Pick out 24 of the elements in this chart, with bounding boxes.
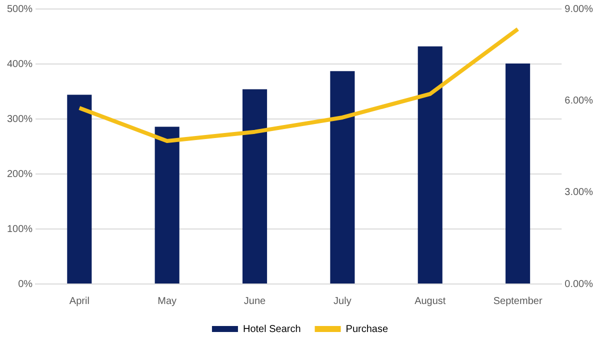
- y2-tick-label: 9.00%: [564, 4, 594, 15]
- y2-tick-label: 3.00%: [564, 187, 594, 198]
- y2-tick-label: 6.00%: [564, 95, 594, 106]
- y2-tick-label: 0.00%: [564, 278, 594, 290]
- x-tick-label: September: [493, 296, 543, 307]
- x-tick-label: May: [158, 296, 177, 307]
- y-tick-label: 0%: [18, 278, 33, 290]
- x-tick-label: July: [334, 296, 352, 307]
- bar: [418, 46, 442, 284]
- legend-label: Purchase: [346, 324, 388, 335]
- y-tick-label: 400%: [7, 58, 33, 70]
- y-tick-label: 200%: [7, 168, 33, 180]
- x-tick-label: June: [244, 296, 266, 307]
- bar: [506, 63, 530, 284]
- bar: [242, 89, 268, 284]
- y-tick-label: 100%: [7, 224, 33, 235]
- x-tick-label: April: [69, 296, 90, 307]
- bar: [67, 94, 92, 284]
- x-tick-label: August: [414, 296, 446, 307]
- y-tick-label: 500%: [7, 4, 33, 15]
- bar: [154, 126, 180, 284]
- legend-label: Hotel Search: [242, 324, 301, 335]
- y-tick-label: 300%: [7, 114, 33, 125]
- bar: [330, 71, 355, 284]
